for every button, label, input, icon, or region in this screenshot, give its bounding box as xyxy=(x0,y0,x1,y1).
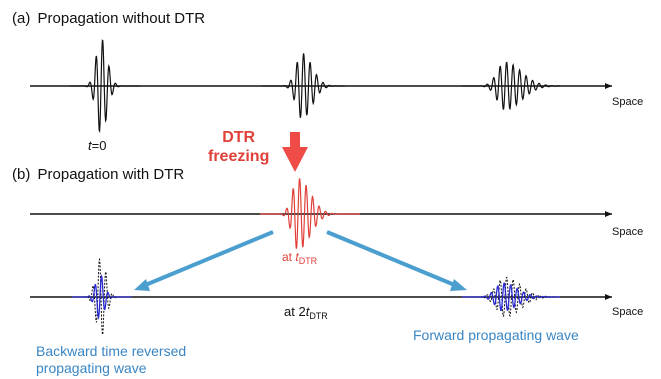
backward-wave-label: Backward time reversed propagating wave xyxy=(36,343,186,377)
at2-sub: DTR xyxy=(309,311,328,321)
wave-frozen-red xyxy=(260,178,360,249)
backward-line1: Backward time reversed xyxy=(36,343,187,359)
at-tdtr-label: at tDTR xyxy=(282,250,318,266)
panel-b-title-text: Propagation with DTR xyxy=(37,166,185,183)
at-sub: DTR xyxy=(298,256,318,266)
forward-wave-label: Forward propagating wave xyxy=(413,327,579,343)
at2-var: t xyxy=(305,304,310,319)
at-var: t xyxy=(295,250,299,264)
dtr-freezing-label: DTR freezing xyxy=(208,128,269,166)
blue-arrow-right-icon xyxy=(326,230,467,291)
wave-backward-blue xyxy=(72,273,132,321)
at2-text: at 2 xyxy=(284,304,306,319)
blue-arrow-left-icon xyxy=(134,230,274,291)
space-label-b1: Space xyxy=(612,226,644,238)
at-2tdtr-label: at 2tDTR xyxy=(284,304,328,321)
t0-rest: =0 xyxy=(91,138,107,153)
panel-b-letter: (b) xyxy=(12,166,31,183)
panel-a-letter: (a) xyxy=(12,10,31,27)
wave-propagated-1 xyxy=(262,53,345,118)
dtr-line2: freezing xyxy=(208,148,270,165)
space-label-b2: Space xyxy=(612,306,644,318)
at-text: at xyxy=(282,250,296,264)
t0-var: t xyxy=(88,138,92,153)
red-down-arrow-icon xyxy=(282,132,308,172)
panel-b-title: (b) Propagation with DTR xyxy=(12,166,184,183)
space-label-a: Space xyxy=(612,96,644,108)
dtr-line1: DTR xyxy=(222,129,256,146)
panel-a-title: (a) Propagation without DTR xyxy=(12,10,205,27)
wave-t0 xyxy=(70,39,140,134)
wave-forward-blue xyxy=(462,282,560,312)
t0-label: t=0 xyxy=(88,138,106,153)
panel-a-title-text: Propagation without DTR xyxy=(37,10,206,27)
wave-propagated-2 xyxy=(462,61,560,111)
backward-line2: propagating wave xyxy=(36,360,147,376)
